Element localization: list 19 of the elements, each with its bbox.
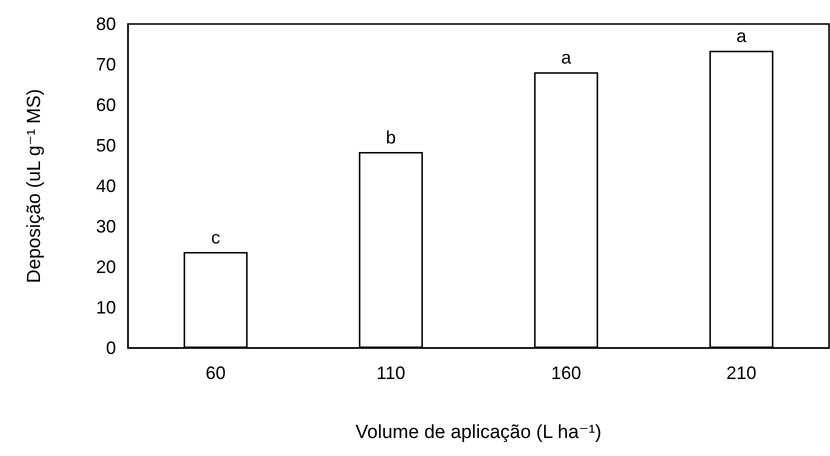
x-axis-title: Volume de aplicação (L ha⁻¹) [356,422,602,443]
x-tick-label: 110 [376,363,406,383]
y-tick-label: 30 [96,216,116,236]
x-tick-label: 60 [206,363,226,383]
annotation: c [211,228,220,248]
x-tick-label: 210 [726,363,756,383]
y-tick-label: 50 [96,136,116,156]
y-tick-label: 10 [96,298,116,318]
y-tick-label: 20 [96,257,116,277]
y-axis-title: Deposição (uL g⁻¹ MS) [24,88,45,284]
y-tick-label: 60 [96,95,116,115]
annotation: a [561,48,572,68]
y-tick-label: 70 [96,54,116,74]
annotation: b [386,127,396,148]
y-tick-label: 0 [106,338,116,358]
y-tick-label: 80 [96,14,116,34]
x-tick-label: 160 [551,363,582,383]
y-tick-label: 40 [96,176,116,196]
annotation: a [736,26,748,46]
